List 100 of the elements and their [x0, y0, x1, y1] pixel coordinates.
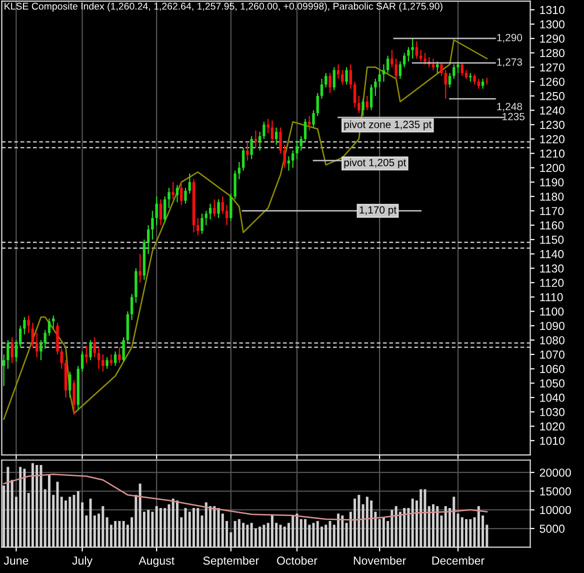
candlestick — [172, 182, 174, 200]
candlestick — [60, 348, 63, 370]
ref-line-label: 1,290 — [497, 34, 522, 43]
bar — [316, 521, 319, 548]
candlestick — [36, 332, 38, 358]
candlestick — [304, 118, 307, 142]
candlestick — [14, 340, 18, 362]
y-tick-label: 1080 — [540, 336, 564, 344]
line-series — [3, 39, 488, 420]
candlestick — [420, 49, 422, 62]
candlestick — [477, 78, 480, 90]
ref-line-label: 1,273 — [497, 58, 522, 67]
candlestick — [176, 184, 179, 203]
candlestick — [159, 198, 162, 226]
candlestick — [292, 150, 294, 168]
candlestick — [332, 66, 336, 91]
bar — [76, 491, 80, 548]
x-tick-label: June — [4, 556, 28, 565]
y-tick-label: 1250 — [540, 92, 564, 100]
bar — [444, 506, 447, 548]
candlestick — [6, 340, 10, 370]
bar — [403, 508, 406, 548]
candlestick — [80, 351, 84, 372]
candlestick — [246, 141, 249, 162]
candlestick — [370, 84, 373, 111]
candlestick — [390, 49, 394, 68]
candlestick — [234, 170, 236, 200]
candlestick — [328, 72, 332, 94]
y-tick-label: 1180 — [540, 192, 564, 201]
bar — [394, 506, 398, 548]
candlestick — [358, 95, 360, 114]
candlestick — [18, 325, 22, 348]
y-tick-label: 1120 — [540, 278, 564, 287]
y-tick-label: 5000 — [540, 524, 564, 533]
bar — [279, 524, 282, 548]
bar — [246, 524, 249, 548]
candlestick — [114, 351, 117, 366]
bar — [378, 519, 381, 548]
candlestick — [204, 210, 208, 226]
candlestick — [283, 144, 286, 168]
y-tick-label: 1090 — [540, 322, 564, 330]
x-tick-label: December — [432, 556, 484, 565]
bar — [436, 506, 439, 548]
bar — [6, 466, 10, 548]
bar — [31, 463, 34, 548]
bar — [192, 508, 195, 548]
candlestick — [398, 60, 402, 80]
ref-line-label: 1,248 — [497, 102, 522, 112]
x-tick-label: November — [354, 556, 406, 565]
bar — [89, 498, 92, 548]
candlestick — [300, 136, 302, 152]
bar — [460, 517, 464, 548]
candlestick — [118, 346, 121, 364]
candlestick — [320, 78, 324, 100]
candlestick — [444, 70, 447, 100]
bar — [155, 506, 158, 548]
bar — [456, 514, 460, 548]
x-tick-label: August — [138, 556, 174, 567]
bar — [168, 504, 170, 548]
bar — [40, 464, 42, 548]
candlestick — [287, 156, 290, 172]
bar — [366, 496, 368, 548]
y-tick-label: 1040 — [540, 394, 564, 402]
candlestick — [97, 346, 100, 370]
candlestick — [266, 118, 270, 134]
candlestick — [411, 38, 414, 60]
y-tick-label: 1110 — [540, 293, 563, 302]
bar — [296, 514, 298, 548]
bar — [424, 489, 426, 548]
candlestick — [279, 126, 282, 154]
y-tick-label: 1220 — [540, 135, 564, 144]
candlestick — [230, 193, 232, 222]
candlestick — [102, 354, 104, 372]
candlestick — [180, 182, 183, 206]
y-tick-label: 1060 — [540, 364, 564, 374]
y-tick-label: 1130 — [540, 264, 564, 273]
bar — [428, 506, 430, 548]
x-tick-label: October — [277, 556, 318, 565]
candlestick — [366, 95, 369, 111]
y-tick-label: 1010 — [540, 436, 564, 445]
candlestick — [130, 294, 134, 321]
bar — [234, 521, 236, 548]
candlestick — [44, 329, 46, 350]
bar — [324, 524, 328, 548]
candlestick — [353, 81, 356, 108]
candlestick — [460, 62, 464, 76]
candlestick — [312, 110, 315, 128]
annotation: pivot zone 1,235 pt — [344, 120, 432, 130]
bar — [48, 474, 50, 548]
y-tick-label: 1240 — [540, 106, 564, 115]
candlestick — [225, 204, 228, 226]
candlestick — [424, 52, 426, 65]
y-tick-label: 1100 — [540, 307, 564, 316]
candlestick — [2, 354, 6, 387]
ref-line-label: pivot 1,205 pt — [344, 158, 406, 168]
bar — [64, 500, 67, 548]
bar — [270, 515, 274, 548]
candlestick — [382, 64, 386, 82]
bar — [164, 508, 166, 548]
ref-line-label: 1,170 pt — [360, 206, 396, 216]
